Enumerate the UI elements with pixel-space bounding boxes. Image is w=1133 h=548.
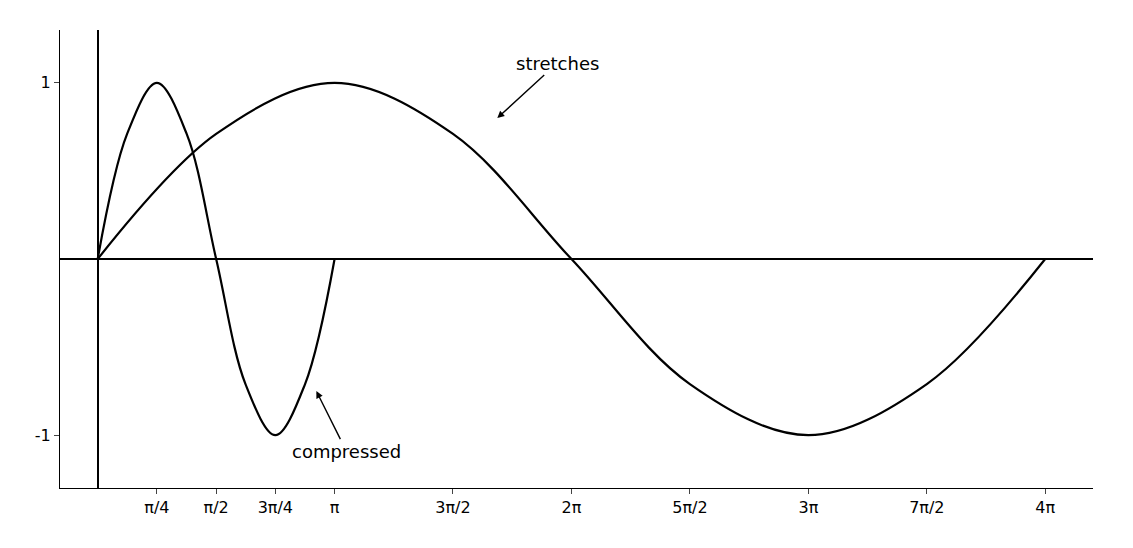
svg-text:3π/4: 3π/4 <box>258 498 293 517</box>
svg-text:-1: -1 <box>35 426 51 445</box>
svg-text:1: 1 <box>41 73 51 92</box>
svg-text:7π/2: 7π/2 <box>909 498 944 517</box>
svg-text:π/4: π/4 <box>144 498 169 517</box>
svg-text:3π: 3π <box>798 498 818 517</box>
svg-text:π: π <box>330 498 340 517</box>
svg-text:3π/2: 3π/2 <box>435 498 470 517</box>
svg-text:π/2: π/2 <box>204 498 229 517</box>
svg-text:stretches: stretches <box>516 53 599 74</box>
svg-text:5π/2: 5π/2 <box>672 498 707 517</box>
svg-text:2π: 2π <box>562 498 582 517</box>
svg-text:4π: 4π <box>1035 498 1055 517</box>
svg-text:compressed: compressed <box>292 441 401 462</box>
